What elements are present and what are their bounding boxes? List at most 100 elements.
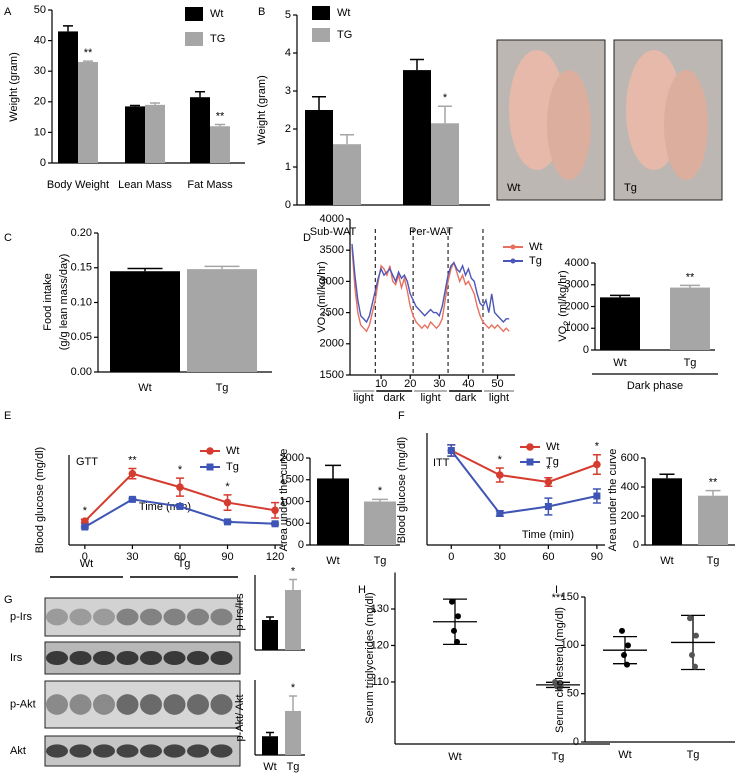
x-tick-label: 50 bbox=[491, 378, 503, 390]
blot-band bbox=[140, 744, 162, 758]
tissue bbox=[664, 70, 708, 180]
y-tick-label: 0.20 bbox=[71, 227, 92, 239]
y-tick-label: 150 bbox=[561, 591, 579, 603]
x-tick-label: Wt bbox=[618, 749, 631, 761]
x-tick-label: Lean Mass bbox=[118, 179, 172, 191]
error-bar bbox=[266, 616, 274, 620]
x-tick-label: 30 bbox=[126, 551, 138, 563]
blot-row-label: p-Irs bbox=[10, 611, 33, 623]
series-line bbox=[450, 449, 598, 515]
error-bar bbox=[127, 267, 163, 272]
data-point bbox=[687, 615, 693, 622]
error-bar bbox=[680, 284, 700, 288]
marker bbox=[206, 447, 214, 455]
y-axis-label: (g/g lean mass/day) bbox=[58, 254, 70, 351]
x-tick-label: 60 bbox=[542, 551, 554, 563]
y-axis-label: Blood glucose (mg/dl) bbox=[396, 437, 408, 543]
x-tick-label: Fat Mass bbox=[187, 179, 233, 191]
error-bar bbox=[372, 498, 388, 502]
bar bbox=[78, 62, 98, 163]
legend-label: Tg bbox=[529, 255, 542, 267]
bar bbox=[110, 271, 180, 372]
error-bar bbox=[195, 90, 205, 98]
phase-label: light bbox=[420, 392, 440, 404]
blot-band bbox=[69, 650, 92, 666]
x-axis-label: Dark phase bbox=[627, 380, 683, 392]
bar bbox=[305, 110, 333, 205]
y-tick-label: 40 bbox=[34, 35, 46, 47]
series-line bbox=[450, 449, 598, 484]
y-tick-label: 400 bbox=[621, 481, 639, 493]
blot-band bbox=[46, 650, 68, 666]
x-tick-label: 30 bbox=[494, 551, 506, 563]
error-bar bbox=[150, 102, 160, 105]
marker bbox=[593, 492, 601, 500]
error-bar bbox=[340, 133, 354, 145]
blot-row-label: p-Akt bbox=[10, 698, 36, 710]
data-point bbox=[689, 652, 695, 658]
panel-letter: E bbox=[4, 410, 11, 422]
y-tick-label: 3000 bbox=[320, 275, 344, 287]
legend-marker bbox=[510, 258, 516, 264]
y-tick-label: 0.10 bbox=[71, 296, 92, 308]
y-axis-label: VO2 (ml/kg/hr) bbox=[316, 261, 331, 332]
panel-letter: I bbox=[555, 584, 558, 596]
legend-label: Wt bbox=[337, 7, 350, 19]
bar bbox=[210, 126, 230, 163]
x-tick-label: Tg bbox=[374, 555, 387, 567]
y-tick-label: 0 bbox=[40, 157, 46, 169]
phase-label: light bbox=[354, 392, 374, 404]
marker bbox=[223, 498, 232, 507]
y-tick-label: 1 bbox=[285, 161, 291, 173]
y-axis-label-sub: 2 bbox=[321, 312, 331, 317]
legend-swatch bbox=[185, 32, 203, 46]
blot-band bbox=[46, 744, 68, 758]
bar bbox=[317, 478, 349, 545]
y-axis-label: p-Irs/Irs bbox=[234, 593, 246, 631]
data-point bbox=[625, 642, 631, 649]
significance: ** bbox=[84, 47, 93, 59]
error-bar bbox=[312, 95, 326, 110]
bar bbox=[670, 287, 710, 350]
bar bbox=[333, 144, 361, 205]
blot-band bbox=[140, 650, 162, 666]
x-tick-label: Wt bbox=[660, 555, 673, 567]
error-bar bbox=[204, 265, 240, 270]
marker bbox=[526, 443, 534, 451]
marker bbox=[81, 523, 89, 531]
panel-letter: B bbox=[258, 6, 265, 18]
x-tick-label: 0 bbox=[448, 551, 454, 563]
y-tick-label: 0 bbox=[285, 199, 291, 211]
y-axis-label: Blood glucose (mg/dl) bbox=[34, 447, 46, 553]
x-tick-label: Tg bbox=[287, 761, 300, 773]
blot-band bbox=[69, 694, 92, 715]
x-tick-label: 20 bbox=[404, 378, 416, 390]
y-tick-label: 4000 bbox=[320, 213, 344, 225]
blot-band bbox=[46, 608, 68, 626]
significance: * bbox=[378, 485, 383, 497]
blot-strip bbox=[44, 597, 241, 637]
series-line bbox=[351, 243, 510, 324]
data-point bbox=[621, 652, 627, 658]
bar bbox=[145, 104, 165, 163]
blot-band bbox=[210, 744, 233, 758]
y-axis-label: Serum cholesterol (mg/dl) bbox=[554, 607, 566, 733]
y-tick-label: 110 bbox=[371, 676, 389, 688]
blot-row-label: Irs bbox=[10, 652, 23, 664]
error-bar bbox=[410, 58, 424, 71]
bar bbox=[403, 70, 431, 205]
y-tick-label: 200 bbox=[621, 510, 639, 522]
marker bbox=[176, 502, 184, 510]
significance: ** bbox=[216, 110, 225, 122]
blot-band bbox=[163, 608, 186, 626]
sd-bar bbox=[681, 614, 705, 671]
data-point bbox=[624, 661, 630, 668]
x-tick-label: 120 bbox=[266, 551, 284, 563]
error-bar bbox=[705, 489, 721, 496]
error-bar bbox=[438, 105, 452, 124]
marker bbox=[128, 469, 137, 478]
sd-bar bbox=[443, 598, 467, 646]
x-tick-label: Tg bbox=[684, 357, 697, 369]
x-tick-label: 40 bbox=[462, 378, 474, 390]
y-tick-label: 0 bbox=[573, 736, 579, 748]
